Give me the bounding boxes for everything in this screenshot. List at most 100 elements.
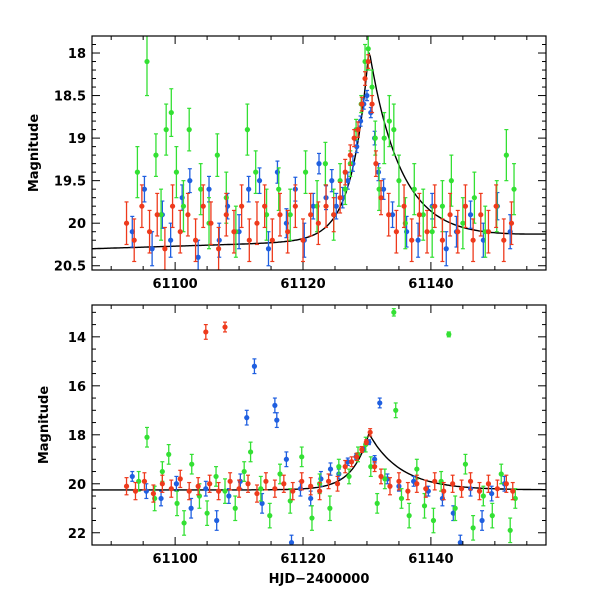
data-marker [285,229,291,235]
data-point [458,479,465,498]
data-marker [377,400,383,406]
data-point [254,201,260,246]
data-marker [342,169,348,175]
data-marker [162,246,168,252]
data-point [369,94,375,114]
data-point [387,477,393,496]
data-point [327,495,333,522]
data-marker [244,415,250,421]
data-marker [186,488,192,494]
data-point [508,201,515,246]
data-point [406,502,412,529]
data-point [222,478,228,504]
data-point [129,470,135,482]
data-marker [216,488,222,494]
data-marker [460,220,466,226]
data-point [479,510,485,531]
data-point [476,481,483,501]
data-marker [378,473,384,480]
data-point [132,481,139,501]
data-point [414,474,420,493]
data-marker [251,363,258,369]
data-point [144,36,150,97]
data-marker [355,127,361,133]
data-marker [254,220,260,226]
data-marker [269,237,275,243]
data-point [131,218,137,263]
data-marker [168,109,174,116]
data-point [159,474,165,493]
x-axis-title: HJD−2400000 [269,572,370,587]
data-point [355,121,361,138]
data-point [244,103,250,156]
data-point [216,226,222,270]
data-marker [369,101,375,107]
data-point [186,481,192,501]
data-marker [345,178,351,184]
data-point [393,209,399,254]
data-marker [236,486,242,492]
data-marker [439,237,446,243]
data-marker [181,520,187,526]
data-point [254,484,260,503]
data-point [372,461,378,473]
data-point [246,175,252,203]
data-marker [372,456,378,462]
data-point [277,463,283,485]
data-point [391,103,397,156]
data-marker [329,178,335,184]
data-point [181,510,187,536]
data-marker [447,212,453,218]
data-point [315,201,321,246]
data-marker [409,237,415,243]
data-point [136,470,142,492]
data-point [447,192,453,237]
data-point [253,150,259,195]
data-marker [415,237,421,243]
data-point [396,154,402,207]
data-marker [123,220,130,226]
data-marker [470,525,476,531]
data-point [283,451,289,468]
data-point [322,141,328,186]
data-marker [369,84,375,90]
data-marker [347,152,353,158]
data-marker [206,186,212,192]
y-tick-label: 18 [68,47,86,62]
data-point [452,495,458,522]
data-point [290,481,296,501]
data-point [263,472,269,491]
data-marker [421,503,428,509]
top-panel: 61100 61120 61140 18 18.5 19 19.5 20 20.5 Magnitu… [27,35,547,292]
data-point [381,111,387,165]
data-marker [331,212,337,218]
data-marker [373,161,379,167]
data-marker [187,178,193,184]
data-point [139,184,145,229]
data-point [503,129,509,182]
bottom-panel: 61100 61120 61140 14 16 18 20 22 Magnitude HJD−24… [37,304,547,587]
data-marker [386,212,392,218]
data-marker [262,203,268,209]
data-marker [503,152,509,158]
data-point [489,502,495,529]
data-point [493,184,499,229]
data-point [226,488,232,504]
data-point [420,188,426,241]
data-marker [302,169,309,175]
data-marker [315,220,321,226]
plot-frame [91,35,547,271]
data-marker [327,466,334,472]
data-marker [450,481,456,487]
data-marker [213,473,219,480]
data-point [367,428,373,437]
data-marker [416,212,422,218]
data-point [285,209,291,254]
data-marker [476,488,483,494]
data-point [214,510,220,531]
data-point [389,201,396,229]
series-green [136,308,518,544]
data-point [401,184,407,229]
data-point [177,209,183,254]
data-point [141,175,148,203]
